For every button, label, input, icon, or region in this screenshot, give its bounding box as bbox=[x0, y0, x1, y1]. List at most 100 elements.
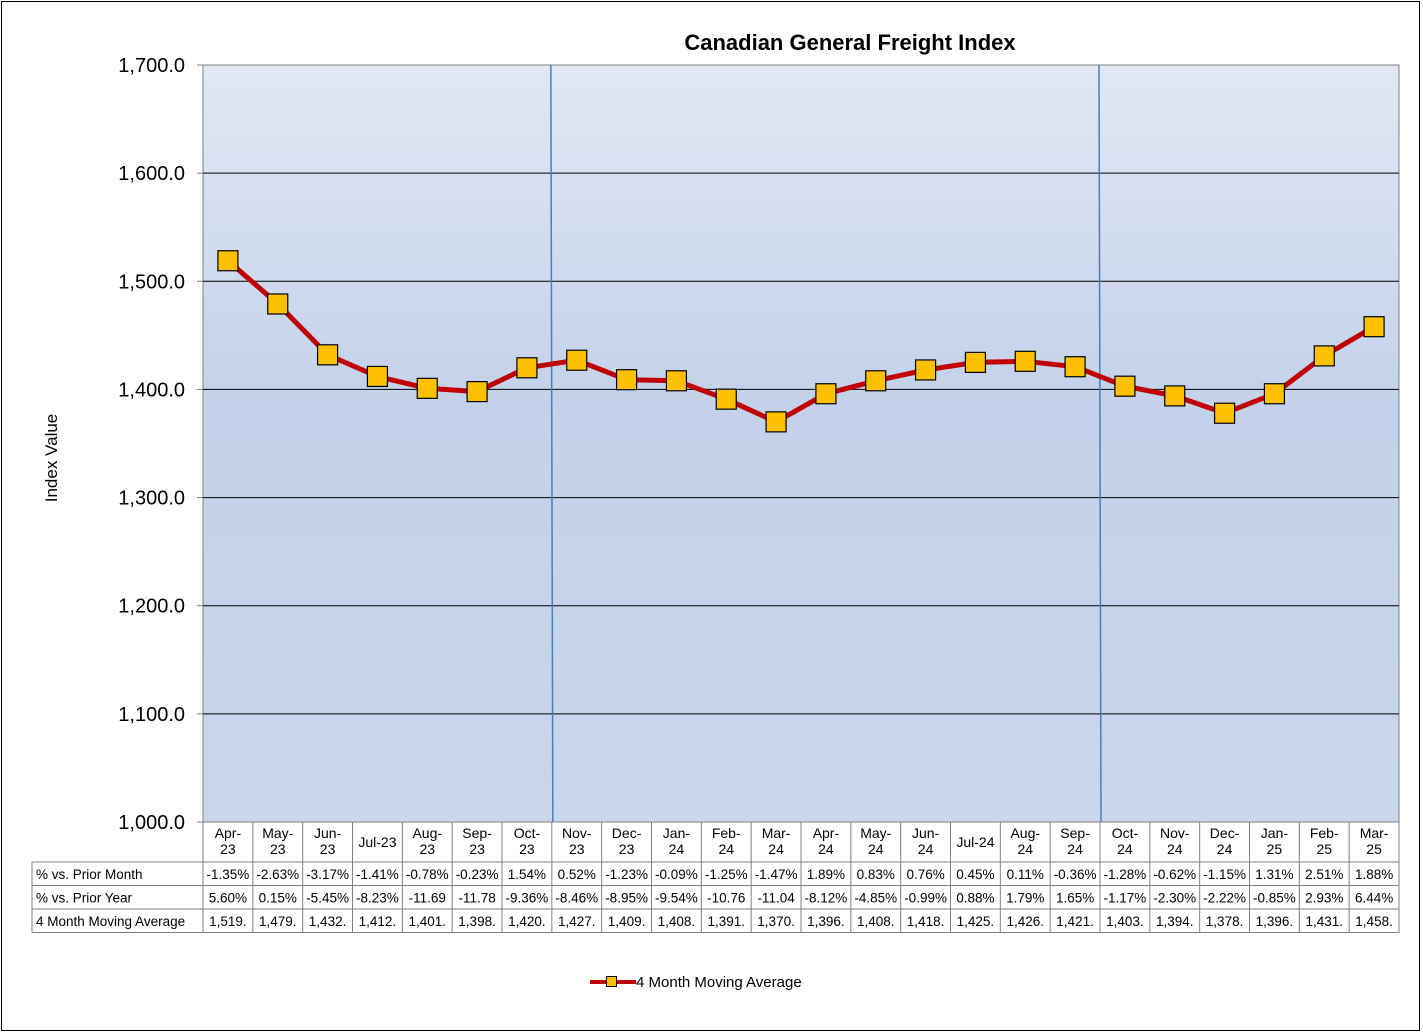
table-row-label: % vs. Prior Month bbox=[36, 867, 143, 882]
table-cell: 0.11% bbox=[1007, 867, 1044, 882]
table-cell: 0.52% bbox=[558, 867, 596, 882]
table-cell: -8.12% bbox=[805, 891, 848, 906]
table-cell: 1,403. bbox=[1106, 914, 1144, 929]
table-cell: 1,458. bbox=[1355, 914, 1393, 929]
category-label: May- bbox=[262, 825, 293, 841]
table-cell: 1,431. bbox=[1305, 914, 1343, 929]
table-cell: 0.15% bbox=[259, 891, 297, 906]
table-cell: -4.85% bbox=[854, 891, 897, 906]
table-cell: -0.62% bbox=[1153, 867, 1196, 882]
table-cell: -2.22% bbox=[1203, 891, 1246, 906]
table-cell: -9.54% bbox=[655, 891, 698, 906]
category-label: Oct- bbox=[514, 825, 541, 841]
category-label: Jul-23 bbox=[358, 834, 396, 850]
table-cell: -0.99% bbox=[904, 891, 947, 906]
data-point-marker bbox=[1313, 345, 1335, 367]
table-cell: 0.76% bbox=[906, 867, 944, 882]
category-label: Mar- bbox=[762, 825, 791, 841]
table-cell: 1.89% bbox=[807, 867, 845, 882]
category-label: 24 bbox=[818, 841, 834, 857]
vertical-marker-line bbox=[1098, 64, 1102, 823]
category-label: 24 bbox=[868, 841, 884, 857]
category-label: 23 bbox=[270, 841, 286, 857]
table-cell: 1,396. bbox=[807, 914, 845, 929]
category-label: Mar- bbox=[1360, 825, 1389, 841]
data-point-marker bbox=[516, 357, 538, 379]
table-cell: 1,378. bbox=[1206, 914, 1244, 929]
category-label: Sep- bbox=[462, 825, 492, 841]
table-cell: -1.23% bbox=[605, 867, 648, 882]
category-label: 23 bbox=[619, 841, 635, 857]
table-cell: 1,427. bbox=[558, 914, 596, 929]
data-point-marker bbox=[1213, 402, 1236, 424]
table-cell: -8.23% bbox=[356, 891, 399, 906]
data-point-marker bbox=[715, 388, 737, 410]
data-point-marker bbox=[267, 293, 289, 315]
table-cell: 1,519. bbox=[209, 914, 247, 929]
category-label: Aug- bbox=[412, 825, 442, 841]
data-point-marker bbox=[615, 369, 638, 391]
y-tick-label: 1,100.0 bbox=[118, 704, 185, 726]
table-cell: 1.88% bbox=[1355, 867, 1393, 882]
table-cell: 2.93% bbox=[1305, 891, 1343, 906]
table-cell: 0.83% bbox=[857, 867, 895, 882]
table-cell: -0.23% bbox=[456, 867, 499, 882]
category-label: Jun- bbox=[314, 825, 342, 841]
data-point-marker bbox=[1014, 350, 1036, 372]
data-point-marker bbox=[566, 349, 588, 371]
data-point-marker bbox=[1263, 383, 1286, 405]
category-label: Apr- bbox=[813, 825, 840, 841]
table-cell: 1,432. bbox=[309, 914, 347, 929]
category-label: 23 bbox=[569, 841, 585, 857]
category-label: 23 bbox=[419, 841, 435, 857]
table-cell: 1,398. bbox=[458, 914, 496, 929]
y-tick-label: 1,700.0 bbox=[118, 55, 185, 77]
table-cell: -2.30% bbox=[1153, 891, 1196, 906]
table-cell: 1,394. bbox=[1156, 914, 1194, 929]
table-cell: -5.45% bbox=[306, 891, 349, 906]
category-label: Jun- bbox=[912, 825, 940, 841]
table-cell: 1.54% bbox=[508, 867, 546, 882]
table-cell: 1.65% bbox=[1056, 891, 1094, 906]
category-label: 24 bbox=[918, 841, 934, 857]
table-cell: 1,408. bbox=[857, 914, 895, 929]
table-cell: 1,425. bbox=[957, 914, 995, 929]
y-tick-label: 1,000.0 bbox=[118, 812, 185, 834]
category-label: 23 bbox=[469, 841, 485, 857]
data-point-marker bbox=[865, 370, 887, 392]
category-label: 24 bbox=[1117, 841, 1133, 857]
table-cell: 1.31% bbox=[1255, 867, 1293, 882]
table-cell: 0.88% bbox=[956, 891, 994, 906]
category-label: Oct- bbox=[1112, 825, 1139, 841]
table-cell: 1,420. bbox=[508, 914, 546, 929]
vertical-markers bbox=[550, 64, 1102, 823]
grid-layer bbox=[197, 64, 1399, 823]
category-label: 23 bbox=[220, 841, 236, 857]
category-label: May- bbox=[860, 825, 891, 841]
table-cell: -1.15% bbox=[1203, 867, 1246, 882]
legend: 4 Month Moving Average bbox=[590, 972, 802, 992]
table-cell: 6.44% bbox=[1355, 891, 1393, 906]
category-label: Nov- bbox=[1160, 825, 1190, 841]
data-point-marker bbox=[815, 383, 837, 405]
table-cell: 1,426. bbox=[1006, 914, 1044, 929]
category-label: 23 bbox=[519, 841, 535, 857]
category-label: Dec- bbox=[1210, 825, 1240, 841]
y-tick-label: 1,200.0 bbox=[118, 596, 185, 618]
chart-title: Canadian General Freight Index bbox=[684, 30, 1016, 55]
category-label: Feb- bbox=[1310, 825, 1339, 841]
data-point-marker bbox=[366, 365, 389, 388]
table-cell: -0.78% bbox=[406, 867, 449, 882]
category-label: 24 bbox=[768, 841, 784, 857]
data-point-marker bbox=[964, 351, 987, 373]
series-layer bbox=[217, 250, 1385, 433]
y-tick-label: 1,400.0 bbox=[118, 379, 185, 401]
legend-swatch bbox=[590, 973, 636, 991]
category-label: 24 bbox=[669, 841, 685, 857]
category-label: 23 bbox=[320, 841, 336, 857]
category-label: Jul-24 bbox=[956, 834, 994, 850]
legend-square-marker-icon bbox=[606, 976, 617, 987]
category-label: 25 bbox=[1366, 841, 1382, 857]
table-cell: -11.69 bbox=[409, 891, 446, 906]
table-row-label: % vs. Prior Year bbox=[36, 891, 133, 906]
